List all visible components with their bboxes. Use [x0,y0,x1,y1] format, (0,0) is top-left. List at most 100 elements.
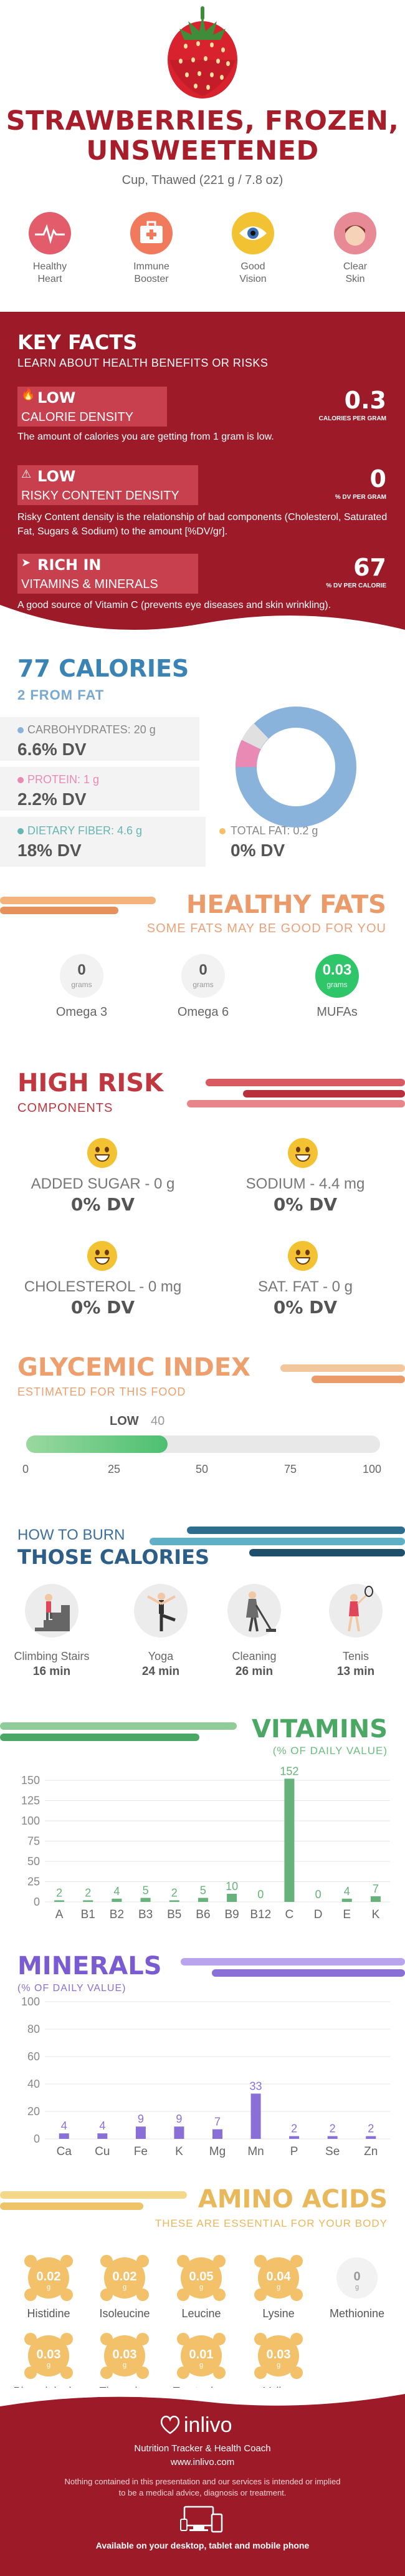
y-tick-label: 60 [27,2050,40,2063]
bar-value-label: 4 [99,2120,105,2132]
burn-title-small: HOW TO BURN [17,1527,125,1543]
category-label: Fe [134,2145,148,2158]
key-facts-section: KEY FACTS LEARN ABOUT HEALTH BENEFITS OR… [0,312,405,642]
fact-description: The amount of calories you are getting f… [17,432,274,442]
benefit-label-2: Booster [134,274,169,284]
amino-unit: g [122,2361,127,2369]
protein-label: PROTEIN: 1 g [27,773,100,786]
bar-E [341,1898,352,1902]
bar-value-label: 152 [280,1765,298,1777]
fat-name: Omega 6 [177,1005,229,1019]
cleaning-icon [227,1584,281,1638]
amino-value: 0.04 [266,2270,291,2284]
calories-from-fat: 2 FROM FAT [17,687,105,703]
fact-unit: % DV PER CALORIE [326,582,386,589]
minerals-bar-chart: 0 20 40 60 80 100 4 Ca 4 Cu 9 Fe 9 K 7 Mg 33 Mn 2 P 2 Se 2 Zn [0,1995,405,2164]
brand-url[interactable]: www.inlivo.com [170,2457,235,2467]
amino-value: 0.05 [189,2270,214,2284]
amino-unit: g [276,2361,281,2369]
fact-level: LOW [37,389,76,407]
y-tick-label: 125 [21,1795,40,1807]
glycemic-subtitle: ESTIMATED FOR THIS FOOD [17,1386,186,1398]
amino-unit: g [46,2284,51,2291]
benefits-row: Healthy Heart Immune Booster Good Vision Cl… [0,212,405,293]
burn-activity: Yoga [148,1650,174,1662]
bar-value-label: 5 [143,1884,149,1897]
brand-tagline: Nutrition Tracker & Health Coach [134,2443,271,2454]
heart-logo-icon [159,2413,181,2436]
vitamins-section: VITAMINS (% OF DAILY VALUE) 0 25 50 75 100 12… [0,1715,405,1933]
bar-Fe [135,2126,146,2139]
fact-vitamins-minerals: ➤ RICH IN VITAMINS & MINERALS 67 % DV PE… [17,554,391,622]
burn-activity: Climbing Stairs [14,1650,90,1662]
fact-unit: % DV PER GRAM [335,494,386,501]
category-label: Cu [95,2145,110,2158]
heart-monitor-icon [29,212,71,254]
minerals-section: MINERALS (% OF DAILY VALUE) 0 20 40 60 80 100… [0,1946,405,2170]
bar-value-label: 0 [257,1888,264,1901]
risk-dv: 0% DV [273,1194,338,1215]
calorie-donut-chart [234,705,358,829]
risk-dv: 0% DV [70,1194,135,1215]
burn-activity: Tenis [342,1650,369,1662]
category-label: Mg [209,2145,226,2158]
smiley-icon [288,1138,318,1168]
bar-Se [327,2136,338,2139]
fat-dv: 0% DV [231,841,285,860]
bar-B6 [198,1898,208,1902]
fat-value: 0 [77,962,86,978]
brand-name[interactable]: inlivo [184,2413,232,2437]
bar-value-label: 2 [368,2123,374,2135]
amino-name: Isoleucine [99,2307,150,2320]
stairs-icon [25,1584,79,1638]
amino-name: Histidine [27,2307,70,2320]
amino-value: 0.02 [36,2270,61,2284]
bar-value-label: 2 [85,1886,91,1899]
fact-value: 67 [353,554,386,581]
high-risk-section: HIGH RISK COMPONENTS ADDED SUGAR - 0 g 0… [0,1060,405,1334]
bar-value-label: 5 [200,1884,206,1897]
category-label: A [55,1908,64,1921]
burn-time: 13 min [336,1665,375,1678]
amino-badge: 0.01 g [177,2333,226,2379]
amino-badge: 0.03 g [100,2333,149,2379]
risk-name: CHOLESTEROL - 0 mg [24,1278,182,1295]
healthy-fats-subtitle: SOME FATS MAY BE GOOD FOR YOU [146,922,386,935]
carbs-dv: 6.6% DV [17,740,87,759]
fat-name: MUFAs [317,1005,358,1019]
benefit-label-1: Healthy [32,261,67,272]
category-label: Mn [247,2145,264,2158]
amino-subtitle: THESE ARE ESSENTIAL FOR YOUR BODY [155,2217,388,2229]
bar-value-label: 7 [373,1883,379,1895]
amino-grid: 0.02 g Histidine 0.02 g Isoleucine 0.05 g L… [0,2255,405,2398]
risk-name: SODIUM - 4.4 mg [245,1175,365,1192]
tick-label: 50 [196,1463,209,1475]
bar-C [284,1778,295,1902]
glycemic-title: GLYCEMIC INDEX [17,1353,251,1382]
amino-section: AMINO ACIDS THESE ARE ESSENTIAL FOR YOUR… [0,2183,405,2398]
category-label: Ca [57,2145,72,2158]
tick-label: 75 [284,1463,297,1475]
fact-risky-content-density: ⚠ LOW RISKY CONTENT DENSITY 0 % DV PER G… [17,465,391,540]
risk-name: ADDED SUGAR - 0 g [31,1175,175,1192]
bar-value-label: 9 [138,2113,144,2125]
available-text: Available on your desktop, tablet and mo… [95,2540,310,2550]
category-label: K [175,2145,183,2158]
fiber-fat-block: DIETARY FIBER: 4.6 g 18% DV TOTAL FAT: 0… [0,817,405,867]
amino-badge: 0.05 g [177,2255,226,2301]
bar-B9 [227,1894,237,1902]
bar-value-label: 2 [56,1886,62,1899]
calories-section: 77 CALORIES 2 FROM FAT CARBOHYDRATES: 20… [0,642,405,879]
fact-value: 0.3 [344,387,386,414]
category-label: B3 [138,1908,153,1921]
fat-label: TOTAL FAT: 0.2 g [231,824,318,837]
smiley-icon [87,1138,117,1168]
bar-value-label: 2 [171,1886,178,1899]
bar-Cu [97,2133,108,2139]
high-risk-subtitle: COMPONENTS [17,1101,113,1115]
bar-value-label: 9 [176,2113,182,2125]
benefit-label-1: Good [241,261,265,272]
category-label: Se [325,2145,340,2158]
bar-K [370,1896,381,1902]
carbs-label: CARBOHYDRATES: 20 g [27,723,156,736]
